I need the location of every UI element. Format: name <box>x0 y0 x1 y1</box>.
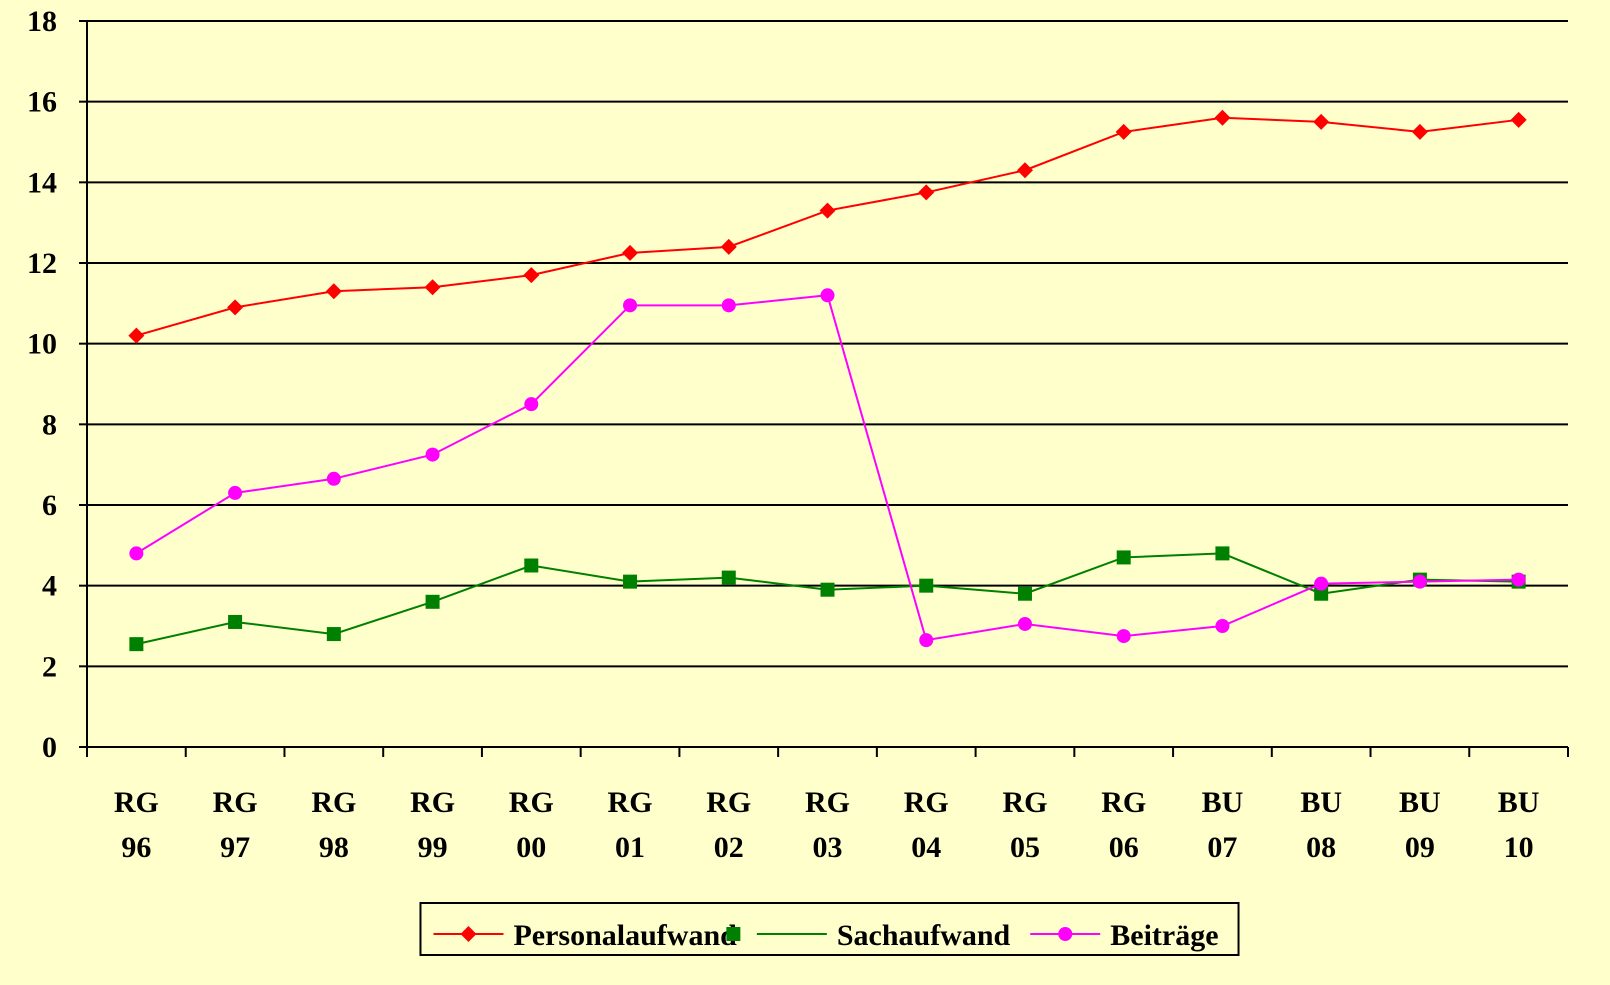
y-tick-label: 0 <box>42 731 57 764</box>
legend-label: Beiträge <box>1110 919 1218 952</box>
point <box>919 633 934 648</box>
point <box>918 184 935 201</box>
point <box>820 582 835 597</box>
point <box>325 283 342 300</box>
point <box>726 927 741 941</box>
x-tick-label: RG 01 <box>608 786 653 864</box>
x-tick-label: BU 08 <box>1300 786 1342 864</box>
x-tick-label: RG 02 <box>706 786 751 864</box>
point <box>425 594 440 609</box>
legend-label: Personalaufwand <box>513 919 737 952</box>
point <box>820 288 835 303</box>
point <box>460 926 477 942</box>
point <box>1017 586 1032 601</box>
point <box>1116 629 1131 644</box>
x-tick-label: BU 10 <box>1498 786 1540 864</box>
point <box>1510 111 1527 128</box>
x-tick-label: RG 03 <box>805 786 850 864</box>
x-tick-label: RG 04 <box>904 786 949 864</box>
legend: Personalaufwand Sachaufwand Beiträge <box>419 902 1240 956</box>
point <box>623 574 638 589</box>
x-tick-label: RG 98 <box>311 786 356 864</box>
point <box>1214 109 1231 126</box>
point <box>721 570 736 585</box>
x-tick-label: BU 09 <box>1399 786 1441 864</box>
x-tick-label: BU 07 <box>1202 786 1244 864</box>
point <box>128 327 145 344</box>
y-tick-label: 16 <box>27 86 57 119</box>
point <box>1017 616 1032 631</box>
point <box>129 546 144 561</box>
y-tick-label: 2 <box>42 650 57 683</box>
y-tick-label: 14 <box>27 166 57 199</box>
point <box>1511 572 1526 587</box>
y-tick-label: 8 <box>42 408 57 441</box>
y-tick-label: 10 <box>27 328 57 361</box>
point <box>228 485 243 500</box>
point <box>1314 576 1329 591</box>
y-tick-label: 6 <box>42 489 57 522</box>
point <box>1411 123 1428 140</box>
point <box>424 279 441 296</box>
x-tick-label: RG 96 <box>114 786 159 864</box>
point <box>720 238 737 255</box>
y-tick-label: 18 <box>27 5 57 38</box>
point <box>622 244 639 261</box>
y-tick-label: 12 <box>27 247 57 280</box>
legend-box <box>419 902 1240 956</box>
point <box>1215 619 1230 633</box>
point <box>326 471 341 486</box>
point <box>1215 546 1230 561</box>
point <box>326 627 341 642</box>
point <box>1016 162 1033 179</box>
point <box>623 298 638 313</box>
point <box>425 447 440 462</box>
point <box>227 299 244 316</box>
point <box>524 558 539 573</box>
point <box>1313 113 1330 130</box>
point <box>1115 123 1132 140</box>
legend-label: Sachaufwand <box>837 919 1011 952</box>
point <box>524 397 539 412</box>
point <box>1116 550 1131 565</box>
x-tick-label: RG 00 <box>509 786 554 864</box>
point <box>129 637 144 652</box>
point <box>1314 586 1329 601</box>
point <box>721 298 736 313</box>
point <box>1058 927 1073 941</box>
x-tick-label: RG 05 <box>1002 786 1047 864</box>
point <box>1412 574 1427 589</box>
x-tick-label: RG 97 <box>213 786 258 864</box>
y-tick-label: 4 <box>42 570 57 603</box>
point <box>228 614 243 629</box>
point <box>523 267 540 284</box>
point <box>919 578 934 593</box>
x-tick-label: RG 06 <box>1101 786 1146 864</box>
point <box>819 202 836 219</box>
x-tick-label: RG 99 <box>410 786 455 864</box>
